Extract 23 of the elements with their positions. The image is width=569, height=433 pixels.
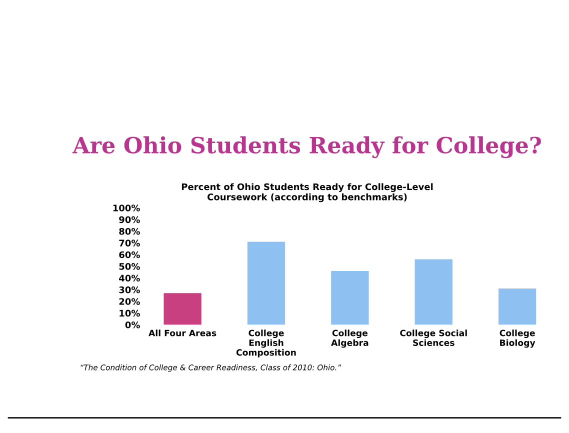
bar	[498, 288, 536, 325]
y-tick-label: 40%	[119, 274, 140, 282]
x-tick-label: All Four Areas	[148, 330, 216, 336]
y-tick-label: 90%	[119, 216, 140, 224]
y-tick-label: 0%	[125, 321, 140, 328]
y-tick-label: 30%	[119, 286, 140, 294]
chart-subtitle: Percent of Ohio Students Ready for College-Level Coursework (according to benchmarks)	[182, 183, 433, 202]
y-tick-label: 50%	[119, 263, 140, 270]
x-tick-label: College Social Sciences	[400, 330, 467, 346]
y-tick-label: 70%	[119, 240, 140, 246]
x-tick-label: College English Composition	[236, 330, 296, 358]
y-tick-label: 80%	[119, 228, 140, 235]
bar	[414, 259, 452, 325]
x-tick-label: College Biology	[500, 330, 536, 348]
x-tick-label: College Algebra	[331, 330, 368, 348]
y-tick-label: 60%	[119, 251, 140, 258]
chart-title: Are Ohio Students Ready for College?	[72, 136, 541, 158]
bar	[164, 293, 202, 325]
y-tick-label: 100%	[113, 204, 140, 212]
bar	[247, 242, 286, 325]
bar	[331, 270, 369, 325]
y-tick-label: 10%	[120, 310, 140, 317]
y-tick-label: 20%	[119, 298, 140, 305]
